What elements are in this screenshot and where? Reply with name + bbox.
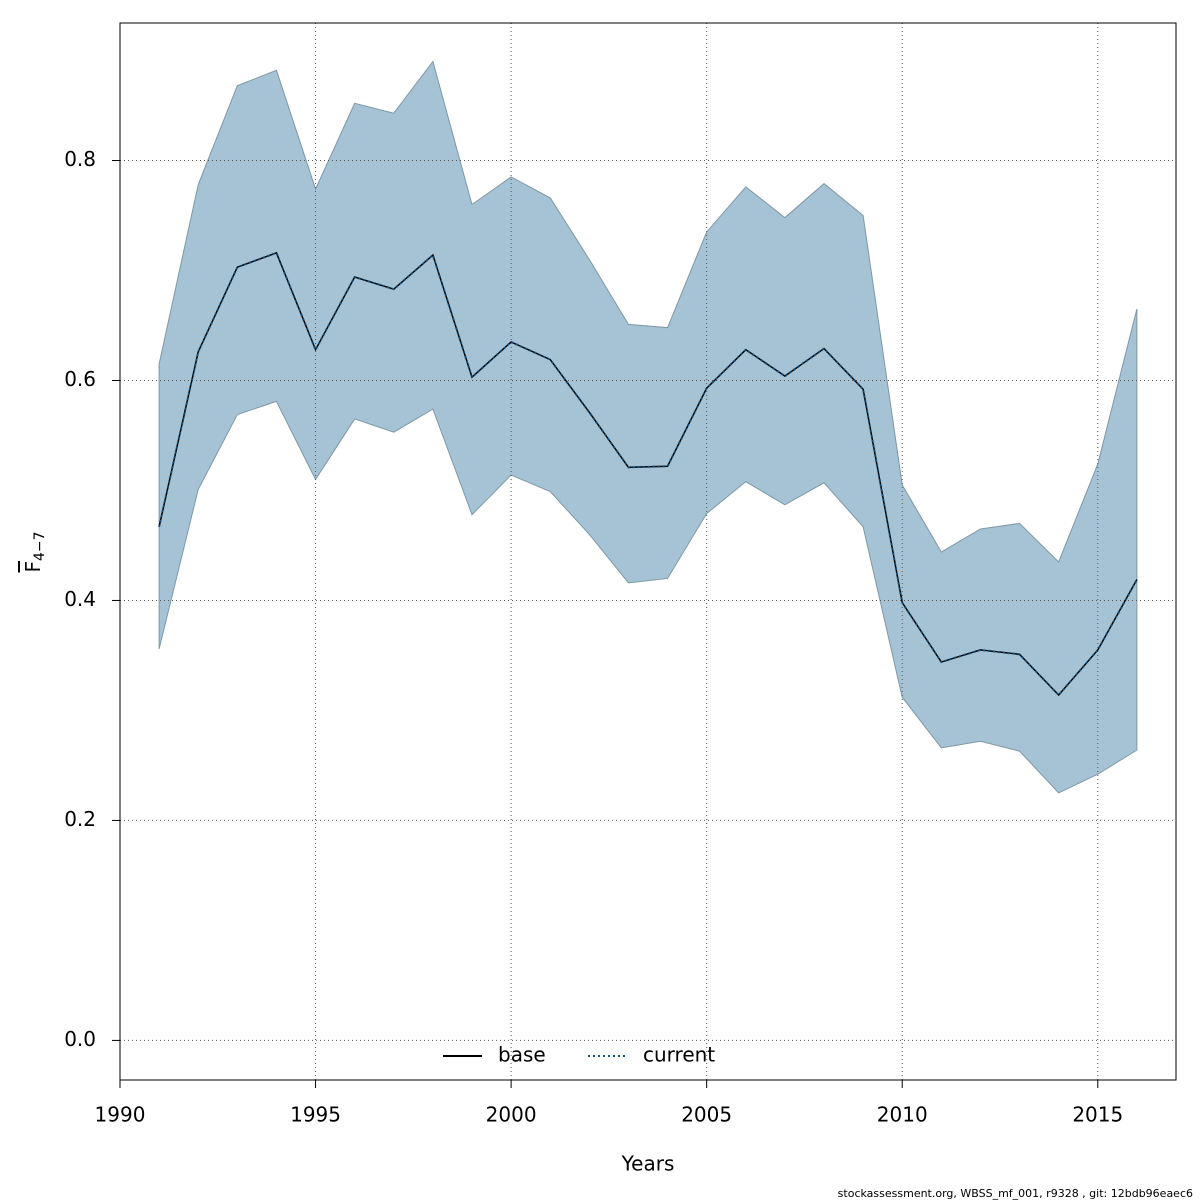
plot-frame — [119, 22, 1177, 1081]
x-tick-label: 2015 — [1072, 1103, 1123, 1127]
y-tick-label: 0.4 — [64, 587, 96, 611]
y-tick-label: 0.0 — [64, 1027, 96, 1051]
y-tick-label: 0.8 — [64, 147, 96, 171]
x-tick-label: 2005 — [681, 1103, 732, 1127]
x-axis-label: Years — [621, 1152, 675, 1176]
y-tick-label: 0.2 — [64, 807, 96, 831]
y-axis-label: F4−7 — [21, 531, 49, 572]
x-tick-label: 1990 — [95, 1103, 146, 1127]
y-axis-label-sub: 4−7 — [32, 531, 48, 561]
x-tick-label: 2010 — [877, 1103, 928, 1127]
x-tick-label: 2000 — [486, 1103, 537, 1127]
y-axis-label-main: F — [21, 561, 45, 573]
legend-label: current — [643, 1043, 715, 1067]
legend-label: base — [498, 1043, 546, 1067]
footnote: stockassessment.org, WBSS_mf_001, r9328 … — [838, 1187, 1193, 1200]
x-tick-label: 1995 — [290, 1103, 341, 1127]
confidence-band — [158, 60, 1138, 794]
y-tick-label: 0.6 — [64, 367, 96, 391]
line-current — [158, 251, 1138, 697]
